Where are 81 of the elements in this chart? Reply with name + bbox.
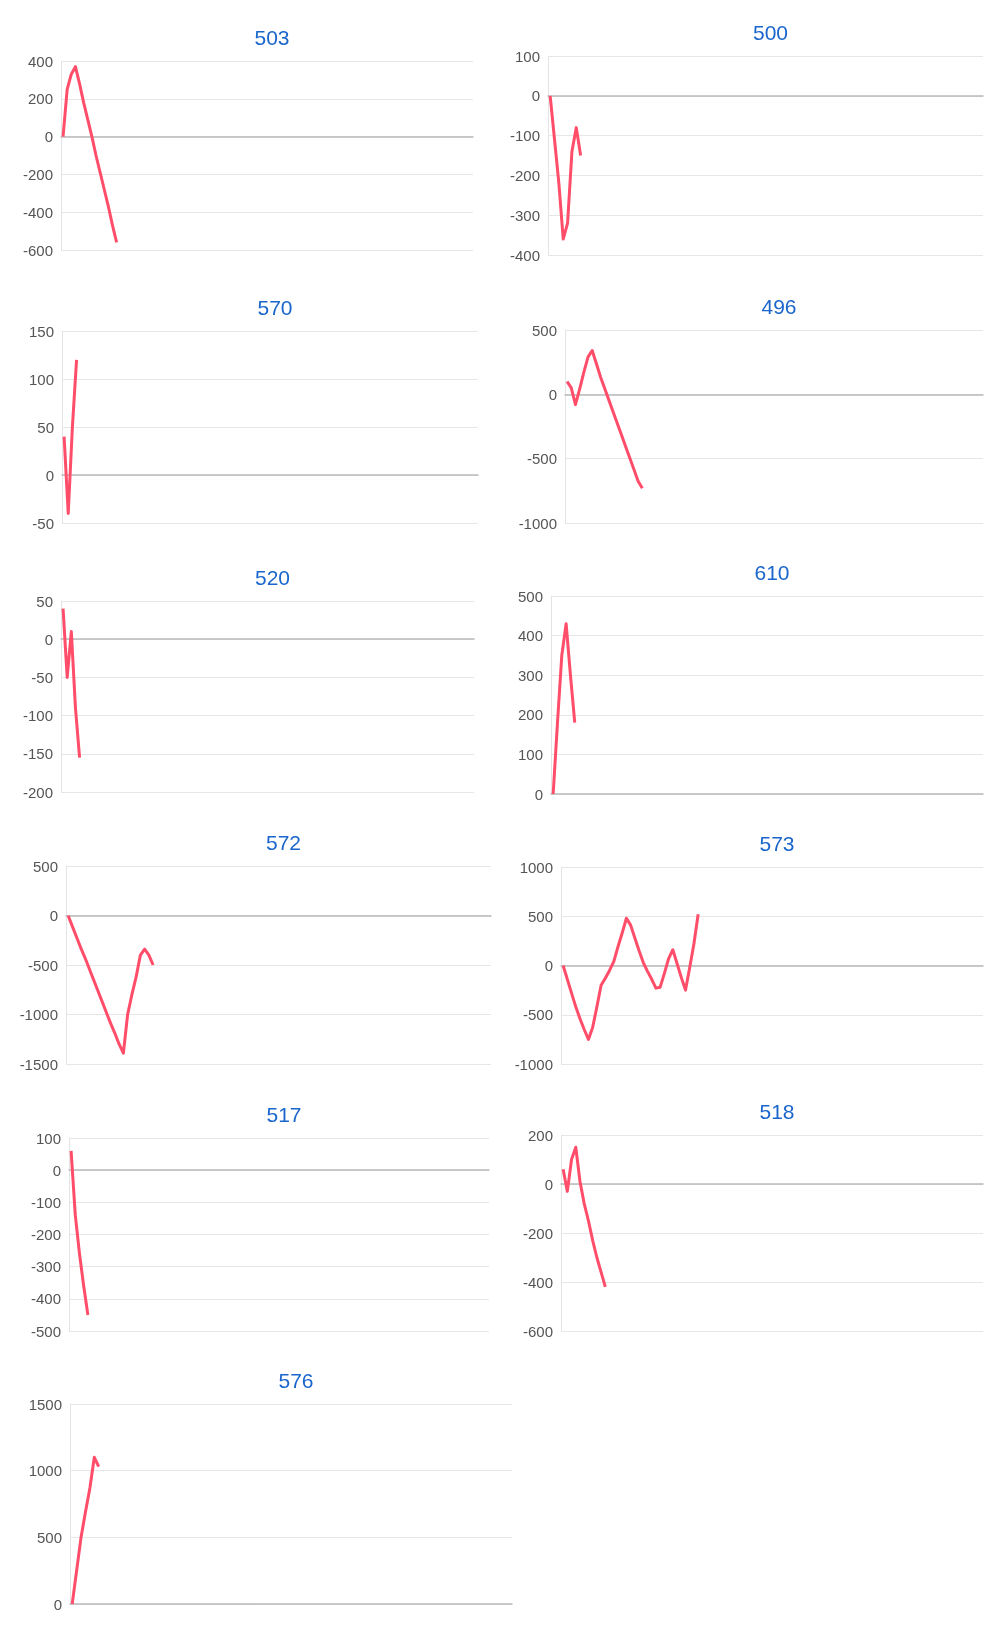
y-tick-label: -100 xyxy=(22,707,53,725)
y-tick-label: 300 xyxy=(517,666,543,684)
y-tick-label: 0 xyxy=(49,907,58,924)
chart-title: 496 xyxy=(761,295,797,318)
y-tick-label: -400 xyxy=(30,1290,61,1308)
chart-title: 503 xyxy=(254,26,290,49)
y-tick-label: -1000 xyxy=(518,514,557,532)
y-tick-label: 100 xyxy=(514,47,540,65)
y-tick-label: -200 xyxy=(22,165,53,183)
y-tick-label: -400 xyxy=(509,246,540,264)
y-tick-label: -300 xyxy=(30,1258,61,1276)
y-tick-label: 100 xyxy=(517,745,543,763)
y-tick-label: -200 xyxy=(522,1224,553,1242)
line-series xyxy=(61,607,82,760)
y-tick-label: -600 xyxy=(522,1322,553,1340)
chart-title: 520 xyxy=(254,566,291,589)
y-tick-label: -100 xyxy=(30,1193,61,1211)
y-tick-label: 50 xyxy=(36,592,53,610)
y-tick-label: -200 xyxy=(30,1226,61,1243)
y-tick-label: -50 xyxy=(31,668,53,686)
chart-title: 517 xyxy=(266,1103,302,1126)
y-tick-label: 500 xyxy=(531,321,557,339)
y-tick-label: 400 xyxy=(517,627,543,645)
y-tick-label: 0 xyxy=(53,1595,62,1613)
line-series xyxy=(548,94,583,241)
chart-title: 572 xyxy=(265,831,302,854)
y-tick-label: -1000 xyxy=(19,1006,58,1023)
y-tick-label: 0 xyxy=(544,957,553,974)
y-tick-label: -1500 xyxy=(19,1055,58,1073)
y-tick-label: 200 xyxy=(517,706,543,724)
chart-title: 570 xyxy=(257,296,293,319)
chart-title: 518 xyxy=(759,1100,795,1123)
y-tick-label: 1500 xyxy=(28,1395,62,1413)
y-tick-label: 200 xyxy=(27,90,53,108)
y-tick-label: -100 xyxy=(509,127,540,145)
y-tick-label: -400 xyxy=(522,1273,553,1291)
y-tick-label: -50 xyxy=(32,514,54,532)
y-tick-label: 0 xyxy=(44,630,53,648)
line-series xyxy=(551,622,577,796)
line-series xyxy=(61,65,119,244)
y-tick-label: 500 xyxy=(527,907,553,925)
y-tick-label: -200 xyxy=(22,783,53,801)
y-tick-label: 100 xyxy=(35,1129,61,1147)
y-tick-label: -500 xyxy=(522,1006,553,1024)
chart-title: 573 xyxy=(759,832,795,855)
y-tick-label: 0 xyxy=(548,385,557,403)
y-tick-label: 0 xyxy=(44,128,53,146)
line-series xyxy=(66,914,155,1055)
y-tick-label: -500 xyxy=(30,1322,61,1340)
y-tick-label: -600 xyxy=(22,241,53,259)
chart-title: 610 xyxy=(754,561,790,584)
y-tick-label: -200 xyxy=(509,166,540,184)
y-tick-label: -1000 xyxy=(514,1055,553,1073)
y-tick-label: -500 xyxy=(526,450,557,468)
y-tick-label: -500 xyxy=(27,956,58,974)
y-tick-label: 150 xyxy=(28,322,54,340)
y-tick-label: -400 xyxy=(22,203,53,221)
y-tick-label: 0 xyxy=(531,87,540,105)
line-series xyxy=(69,1149,90,1317)
y-tick-label: 500 xyxy=(32,857,58,875)
y-tick-label: 0 xyxy=(45,466,54,484)
y-tick-label: 1000 xyxy=(519,858,553,876)
y-tick-label: 1000 xyxy=(28,1462,62,1480)
y-tick-label: -150 xyxy=(22,745,53,763)
line-series xyxy=(561,912,700,1041)
y-tick-label: 0 xyxy=(544,1175,553,1193)
y-tick-label: 0 xyxy=(52,1161,61,1179)
y-tick-label: 400 xyxy=(27,52,53,70)
chart-title: 500 xyxy=(752,21,789,44)
y-tick-label: -300 xyxy=(509,206,540,224)
line-series xyxy=(62,358,79,515)
y-tick-label: 500 xyxy=(517,587,543,605)
line-series xyxy=(561,1145,607,1289)
y-tick-label: 50 xyxy=(37,418,54,436)
chart-title: 576 xyxy=(278,1369,314,1392)
y-tick-label: 0 xyxy=(534,785,543,803)
y-tick-label: 100 xyxy=(28,370,54,388)
y-tick-label: 200 xyxy=(527,1126,553,1144)
y-tick-label: 500 xyxy=(36,1528,62,1546)
line-series xyxy=(70,1455,101,1606)
line-series xyxy=(565,349,644,490)
